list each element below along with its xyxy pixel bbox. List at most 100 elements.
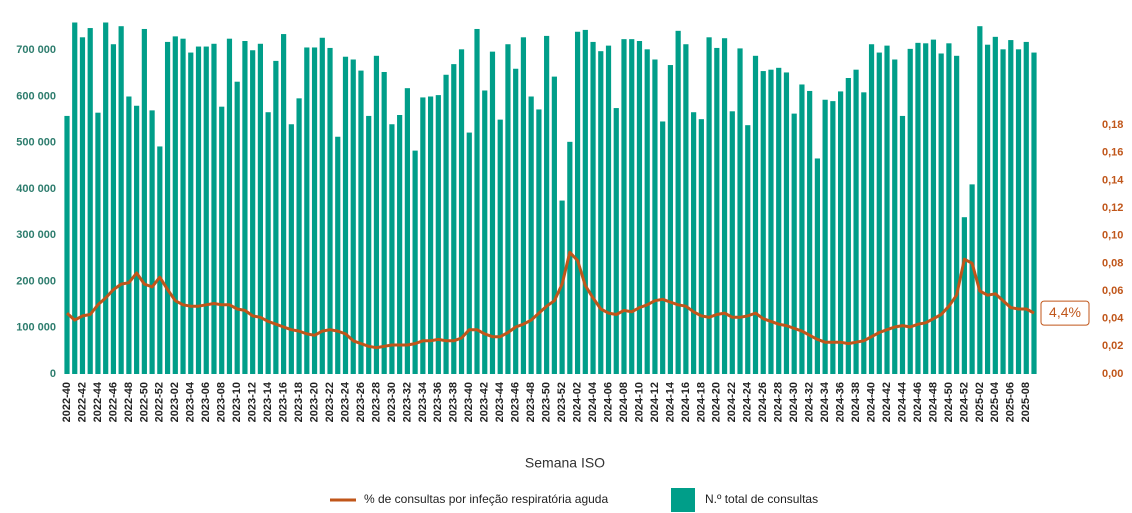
bar [1031, 52, 1037, 374]
bar [79, 37, 86, 375]
x-tick-label: 2022-52 [154, 382, 166, 422]
y2-tick-label: 0,16 [1102, 147, 1123, 159]
y-tick-label: 100 000 [16, 322, 56, 334]
bar [799, 84, 805, 374]
bar [296, 98, 302, 374]
bar [489, 51, 496, 374]
x-tick-label: 2024-04 [587, 381, 599, 422]
bar [482, 90, 488, 375]
bar [389, 124, 395, 374]
x-tick-label: 2024-38 [850, 382, 862, 422]
bar [590, 41, 596, 375]
bar [892, 59, 898, 374]
bar [884, 45, 890, 374]
bar [822, 99, 828, 375]
x-tick-label: 2023-44 [494, 381, 506, 422]
x-tick-label: 2024-44 [896, 381, 908, 422]
bar [698, 119, 704, 374]
x-tick-label: 2023-16 [278, 382, 290, 422]
x-tick-label: 2022-46 [107, 382, 119, 422]
bar [629, 39, 635, 375]
x-tick-label: 2023-26 [355, 382, 367, 422]
y-tick-label: 400 000 [16, 183, 56, 195]
x-tick-label: 2023-34 [417, 381, 429, 422]
bar [342, 56, 349, 374]
bar [714, 47, 720, 374]
bar [397, 115, 403, 374]
x-tick-label: 2025-04 [989, 381, 1001, 422]
bar [141, 28, 147, 374]
bar [783, 72, 790, 374]
bar [644, 49, 650, 374]
bar [868, 44, 875, 375]
x-tick-label: 2023-40 [463, 382, 475, 422]
bar [226, 38, 233, 374]
bar [257, 43, 263, 375]
x-tick-label: 2022-40 [61, 382, 73, 422]
x-tick-label: 2024-52 [958, 382, 970, 422]
bar [350, 59, 356, 374]
bar [451, 64, 457, 374]
bar [807, 90, 813, 374]
x-tick-label: 2023-14 [262, 381, 274, 422]
bar [969, 184, 975, 374]
bar [381, 71, 387, 375]
bar [915, 42, 921, 374]
bar [304, 47, 310, 374]
x-tick-label: 2024-18 [695, 382, 707, 422]
x-tick-label: 2023-24 [339, 381, 351, 422]
x-tick-label: 2024-02 [571, 382, 583, 422]
bar [528, 96, 534, 374]
y2-tick-label: 0,14 [1102, 174, 1124, 186]
x-tick-label: 2024-16 [680, 382, 692, 422]
bar [466, 132, 472, 374]
bar [288, 124, 294, 374]
bar [435, 95, 441, 375]
x-tick-label: 2023-10 [231, 382, 243, 422]
x-tick-label: 2023-50 [541, 382, 553, 422]
x-tick-label: 2022-42 [76, 382, 88, 422]
bar [443, 74, 449, 374]
bar [373, 55, 380, 375]
bar [72, 22, 78, 374]
y2-tick-label: 0,12 [1102, 202, 1123, 214]
legend-label: % de consultas por infeção respiratória … [364, 492, 608, 506]
x-tick-label: 2024-14 [664, 381, 676, 422]
bar [118, 26, 124, 374]
bar [544, 35, 550, 374]
x-tick-label: 2024-08 [618, 382, 630, 422]
bar [853, 69, 859, 375]
y-tick-label: 500 000 [16, 137, 56, 149]
x-tick-label: 2024-42 [881, 382, 893, 422]
bar [675, 30, 681, 374]
x-tick-label: 2024-34 [819, 381, 831, 422]
x-tick-label: 2023-38 [448, 382, 460, 422]
bar [134, 105, 140, 374]
bar [752, 55, 759, 375]
bar [126, 96, 132, 374]
x-tick-label: 2024-28 [773, 382, 785, 422]
x-tick-label: 2024-26 [757, 382, 769, 422]
x-tick-label: 2024-12 [649, 382, 661, 422]
x-tick-label: 2023-36 [432, 382, 444, 422]
bar [876, 52, 882, 374]
bar [706, 37, 712, 375]
x-tick-label: 2023-22 [324, 382, 336, 422]
bar [598, 51, 604, 375]
bar [923, 43, 929, 374]
bar [984, 44, 991, 374]
x-tick-label: 2023-42 [479, 382, 491, 422]
bar [605, 45, 612, 374]
x-tick-label: 2023-46 [510, 382, 522, 422]
y2-tick-label: 0,08 [1102, 257, 1123, 269]
x-tick-label: 2023-52 [556, 382, 568, 422]
bar [1015, 49, 1022, 374]
bar [110, 44, 117, 375]
bar [938, 53, 944, 375]
bar [188, 52, 194, 374]
bar [838, 91, 844, 374]
bar [203, 46, 209, 375]
y-tick-label: 0 [50, 368, 56, 380]
x-tick-label: 2023-04 [185, 381, 197, 422]
